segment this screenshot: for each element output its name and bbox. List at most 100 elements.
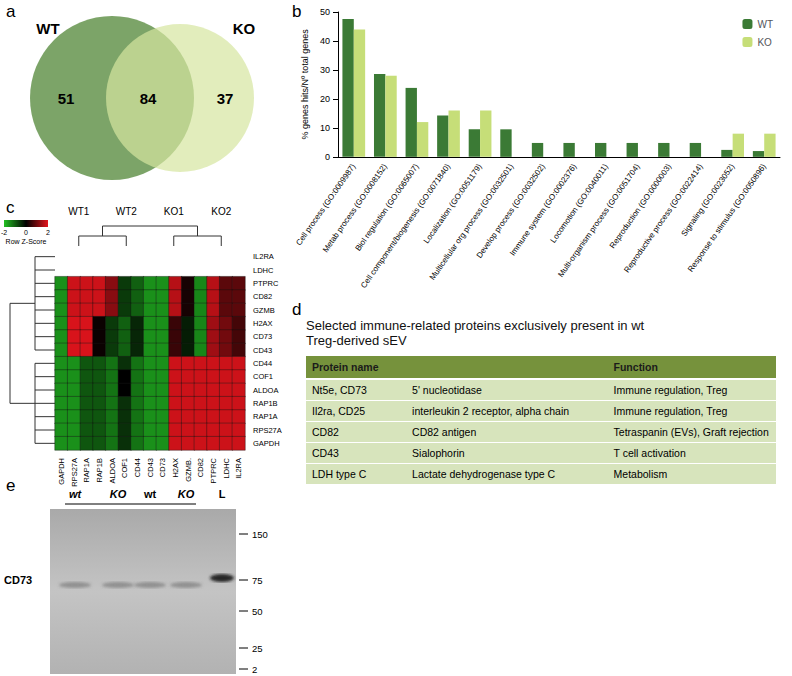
svg-text:Response to stimulus (GO:00508: Response to stimulus (GO:0050896) [686, 162, 768, 274]
svg-text:ALDOA: ALDOA [108, 458, 117, 483]
html-text:Sialophorin: Sialophorin [412, 447, 465, 459]
svg-text:GZMB.: GZMB. [184, 458, 193, 482]
html-text:Metabolism: Metabolism [613, 468, 668, 480]
svg-text:LDHC: LDHC [253, 266, 274, 275]
svg-text:-2: -2 [1, 229, 7, 236]
svg-text:IL2RA: IL2RA [234, 458, 243, 479]
html-text:Il2ra, CD25: Il2ra, CD25 [312, 405, 366, 417]
svg-text:PTPRC: PTPRC [209, 457, 218, 483]
svg-text:wt: wt [143, 488, 157, 500]
svg-text:CD73: CD73 [4, 574, 32, 586]
svg-text:Row Z-Score: Row Z-Score [6, 238, 47, 245]
svg-text:Signaling (GO:0023052): Signaling (GO:0023052) [679, 162, 736, 238]
svg-text:2: 2 [252, 664, 257, 675]
svg-text:KO: KO [110, 488, 127, 500]
html-text:b: b [292, 2, 302, 21]
svg-text:50: 50 [320, 7, 330, 17]
svg-text:H2AX: H2AX [171, 458, 180, 478]
svg-text:Biol regulation (GO:0065007): Biol regulation (GO:0065007) [354, 162, 421, 253]
svg-text:H2AX: H2AX [253, 319, 273, 328]
html-text:Tetraspanin (EVs), Graft rejec: Tetraspanin (EVs), Graft rejection [613, 426, 769, 438]
svg-text:KO: KO [757, 37, 772, 48]
svg-text:IL2RA: IL2RA [253, 252, 274, 261]
svg-text:30: 30 [320, 65, 330, 75]
svg-text:Immune system (GO:0002376): Immune system (GO:0002376) [508, 162, 579, 257]
svg-text:51: 51 [58, 90, 75, 107]
html-text:T cell activation: T cell activation [613, 447, 686, 459]
svg-text:50: 50 [252, 606, 263, 617]
html-text:e: e [6, 476, 16, 495]
svg-text:KO1: KO1 [164, 206, 184, 217]
svg-text:CD44: CD44 [253, 359, 272, 368]
svg-text:Reproduction (GO:0000003): Reproduction (GO:0000003) [608, 162, 674, 250]
svg-text:RPS27A: RPS27A [253, 426, 282, 435]
svg-text:Locomotion (GO:0040011): Locomotion (GO:0040011) [549, 162, 611, 245]
svg-text:84: 84 [140, 90, 157, 107]
svg-text:Cell component/biogenesis (GO:: Cell component/biogenesis (GO:0071840) [359, 162, 453, 290]
html-text:5' nucleotidase: 5' nucleotidase [412, 384, 482, 396]
svg-text:0: 0 [24, 229, 28, 236]
svg-text:GAPDH: GAPDH [57, 458, 66, 485]
svg-text:CD82: CD82 [253, 292, 272, 301]
html-text:CD43: CD43 [312, 447, 339, 459]
html-text:a: a [6, 2, 16, 21]
svg-text:RAP1B: RAP1B [253, 399, 278, 408]
svg-text:Metab process (GO:0008152): Metab process (GO:0008152) [321, 162, 389, 254]
html-text:Selected immune-related protei: Selected immune-related proteins exclusi… [306, 318, 645, 348]
svg-text:KO2: KO2 [211, 206, 231, 217]
svg-text:10: 10 [320, 123, 330, 133]
svg-text:Develop process (GO:0032502): Develop process (GO:0032502) [474, 162, 547, 260]
svg-text:PTPRC: PTPRC [253, 279, 279, 288]
svg-text:Multi-organism process (GO:005: Multi-organism process (GO:0051704) [556, 162, 642, 279]
svg-text:37: 37 [217, 90, 234, 107]
svg-text:RPS27A: RPS27A [70, 458, 79, 487]
svg-text:COF1: COF1 [120, 458, 129, 478]
svg-text:WT1: WT1 [68, 206, 90, 217]
html-text:d: d [292, 300, 302, 319]
svg-text:WT: WT [36, 20, 59, 37]
svg-text:RAP1A: RAP1A [253, 412, 278, 421]
svg-text:40: 40 [320, 36, 330, 46]
svg-text:Localization (GO:0051179): Localization (GO:0051179) [422, 162, 484, 245]
svg-text:75: 75 [252, 575, 263, 586]
html-text:CD82: CD82 [312, 426, 339, 438]
html-text:CD82 antigen: CD82 antigen [412, 426, 477, 438]
svg-text:Multicellular org process (GO:: Multicellular org process (GO:0032501) [427, 162, 516, 282]
html-text:Lactate dehydrogenase type C: Lactate dehydrogenase type C [412, 468, 556, 480]
svg-text:wt: wt [69, 488, 83, 500]
svg-text:150: 150 [252, 529, 268, 540]
svg-text:CD43: CD43 [253, 346, 272, 355]
svg-text:CD44: CD44 [133, 458, 142, 477]
svg-text:COF1: COF1 [253, 372, 273, 381]
html-text:Function: Function [613, 361, 658, 373]
svg-text:CD73: CD73 [253, 332, 272, 341]
svg-text:WT: WT [757, 19, 773, 30]
svg-text:Reproductive process (GO:00224: Reproductive process (GO:0022414) [622, 162, 705, 275]
svg-text:RAP1A: RAP1A [82, 458, 91, 483]
svg-text:RAP1B: RAP1B [95, 458, 104, 483]
svg-text:2: 2 [46, 229, 50, 236]
svg-text:0: 0 [325, 152, 330, 162]
svg-text:GAPDH: GAPDH [253, 439, 280, 448]
svg-text:20: 20 [320, 94, 330, 104]
svg-text:ALDOA: ALDOA [253, 386, 278, 395]
svg-text:GZMB: GZMB [253, 306, 275, 315]
svg-text:KO: KO [178, 488, 195, 500]
html-text:Nt5e, CD73: Nt5e, CD73 [312, 384, 367, 396]
svg-text:KO: KO [233, 20, 256, 37]
svg-text:L: L [219, 488, 226, 500]
svg-text:LDHC: LDHC [222, 457, 231, 478]
html-text:Protein name: Protein name [312, 361, 379, 373]
html-text:c: c [6, 198, 15, 217]
svg-text:WT2: WT2 [116, 206, 138, 217]
svg-text:Cell process (GO:0009987): Cell process (GO:0009987) [294, 162, 357, 247]
svg-text:% genes hits/Nº total genes: % genes hits/Nº total genes [300, 29, 310, 140]
html-text:Immune regulation, Treg: Immune regulation, Treg [613, 384, 728, 396]
svg-text:CD82: CD82 [196, 458, 205, 477]
svg-text:CD73: CD73 [158, 458, 167, 477]
svg-text:CD43: CD43 [146, 458, 155, 477]
html-text:interleukin 2 receptor, alpha: interleukin 2 receptor, alpha chain [412, 405, 570, 417]
html-text:Immune regulation, Treg: Immune regulation, Treg [613, 405, 728, 417]
svg-text:25: 25 [252, 643, 263, 654]
html-text:LDH type C: LDH type C [312, 468, 367, 480]
